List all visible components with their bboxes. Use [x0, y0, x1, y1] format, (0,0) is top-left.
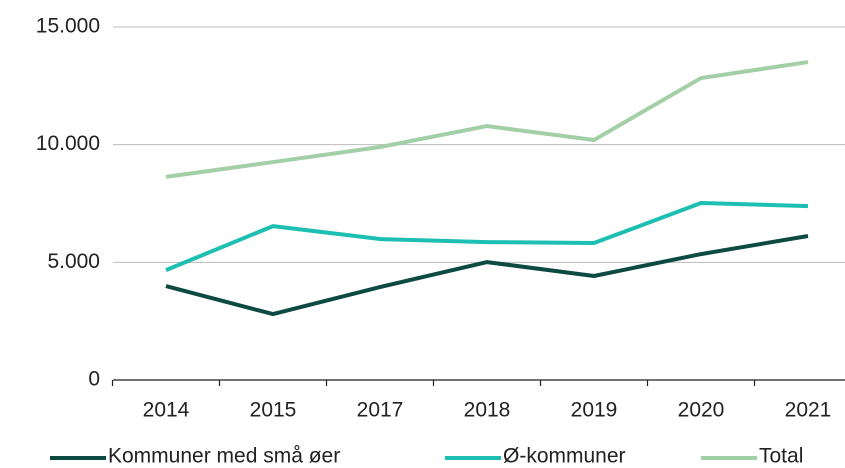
x-tick-label: 2017	[357, 399, 404, 422]
x-tick-label: 2018	[464, 399, 511, 422]
x-tick-label: 2020	[678, 399, 725, 422]
y-tick-label: 15.000	[36, 15, 100, 38]
x-tick-label: 2015	[250, 399, 297, 422]
x-tick-label: 2014	[143, 399, 190, 422]
legend-label: Kommuner med små øer	[108, 445, 340, 468]
legend-label: Ø-kommuner	[503, 445, 626, 468]
y-tick-label: 0	[88, 368, 100, 391]
series-line	[165, 234, 809, 317]
x-tick-label: 2019	[571, 399, 618, 422]
series-line	[165, 201, 809, 272]
x-tick-label: 2021	[785, 399, 832, 422]
y-tick-label: 10.000	[36, 132, 100, 155]
y-tick-label: 5.000	[47, 250, 100, 273]
series-line	[165, 60, 809, 179]
legend-label: Total	[759, 445, 803, 468]
